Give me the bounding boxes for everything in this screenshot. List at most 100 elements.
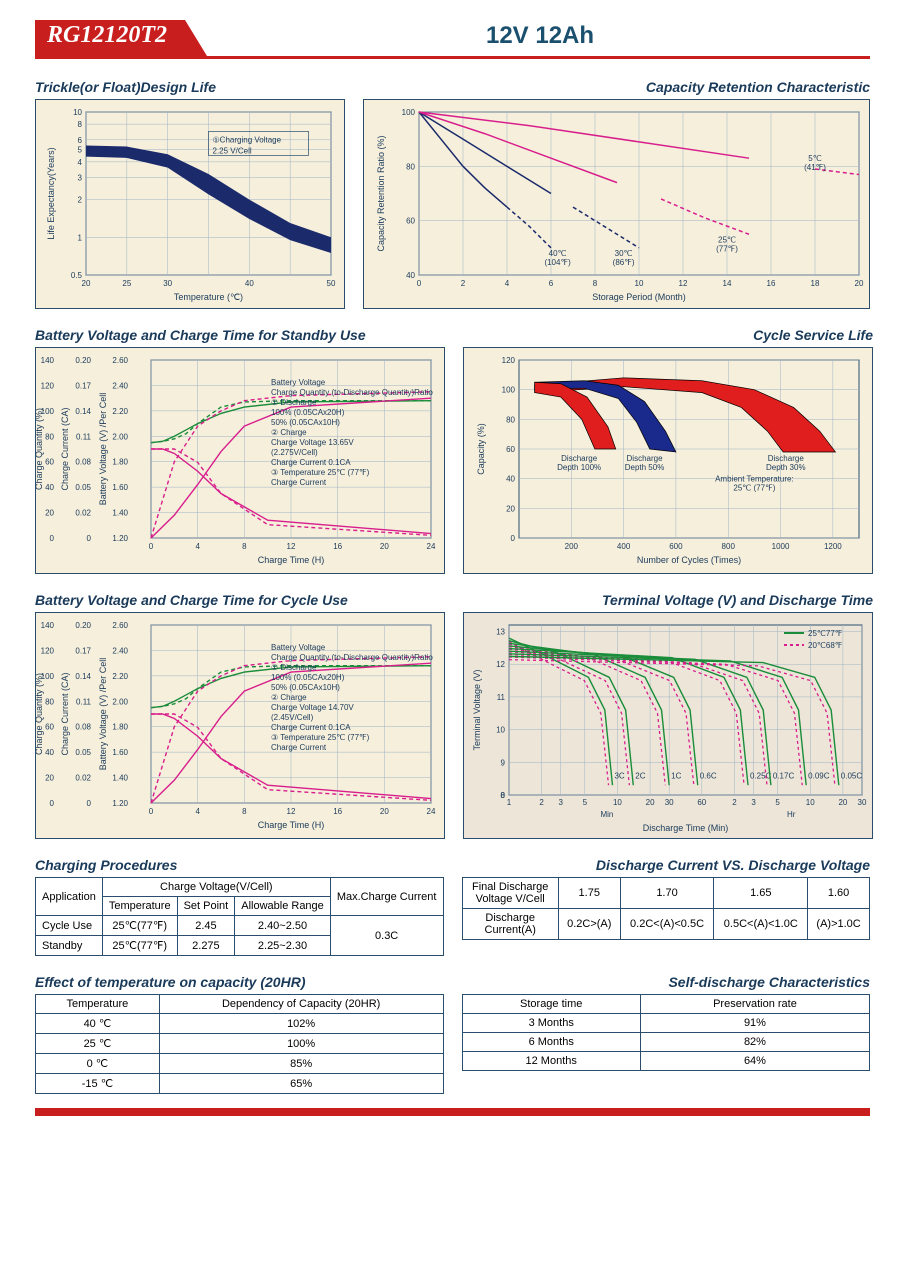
svg-text:20: 20 — [855, 279, 864, 288]
svg-text:2.00: 2.00 — [112, 432, 128, 441]
svg-text:1.40: 1.40 — [112, 509, 128, 518]
svg-text:16: 16 — [767, 279, 776, 288]
svg-text:2: 2 — [78, 196, 83, 205]
svg-text:6: 6 — [549, 279, 554, 288]
svg-text:0.05C: 0.05C — [841, 772, 863, 781]
chart2-title: Capacity Retention Characteristic — [363, 79, 870, 95]
svg-text:Depth 50%: Depth 50% — [625, 463, 665, 472]
svg-text:13: 13 — [496, 628, 505, 637]
svg-text:Hr: Hr — [787, 810, 796, 819]
svg-text:1.60: 1.60 — [112, 483, 128, 492]
svg-text:(104℉): (104℉) — [544, 258, 571, 267]
svg-text:0.08: 0.08 — [75, 458, 91, 467]
tbl-temp-title: Effect of temperature on capacity (20HR) — [35, 974, 444, 990]
svg-text:Discharge: Discharge — [627, 454, 664, 463]
svg-text:Number of Cycles (Times): Number of Cycles (Times) — [637, 555, 741, 565]
svg-text:Charge Current: Charge Current — [271, 478, 327, 487]
chart-cycle-charge: 04812162024001.20200.021.40400.051.60600… — [35, 612, 445, 839]
svg-text:0: 0 — [149, 807, 154, 816]
svg-text:100% (0.05CAx20H): 100% (0.05CAx20H) — [271, 408, 345, 417]
svg-text:120: 120 — [502, 356, 516, 365]
svg-text:30: 30 — [665, 798, 674, 807]
svg-text:Discharge Time (Min): Discharge Time (Min) — [643, 823, 729, 833]
svg-text:5: 5 — [775, 798, 780, 807]
svg-text:0.6C: 0.6C — [700, 772, 717, 781]
svg-text:20: 20 — [82, 279, 91, 288]
chart-standby-charge: 04812162024001.20200.021.40400.051.60600… — [35, 347, 445, 574]
svg-text:12: 12 — [496, 660, 505, 669]
svg-text:40℃: 40℃ — [549, 249, 567, 258]
tbl-discharge-h1: Final Discharge Voltage V/Cell — [462, 878, 558, 909]
svg-text:Battery Voltage: Battery Voltage — [271, 643, 326, 652]
svg-text:3C: 3C — [614, 772, 624, 781]
svg-text:100% (0.05CAx20H): 100% (0.05CAx20H) — [271, 673, 345, 682]
svg-text:2C: 2C — [635, 772, 645, 781]
tbl-charging-title: Charging Procedures — [35, 857, 444, 873]
svg-text:0.14: 0.14 — [75, 407, 91, 416]
svg-text:25℃ (77℉): 25℃ (77℉) — [733, 484, 775, 493]
svg-text:2: 2 — [539, 798, 544, 807]
svg-text:2.00: 2.00 — [112, 697, 128, 706]
svg-text:Terminal Voltage (V): Terminal Voltage (V) — [472, 669, 482, 750]
svg-text:50% (0.05CAx10H): 50% (0.05CAx10H) — [271, 418, 340, 427]
svg-text:(86℉): (86℉) — [613, 258, 635, 267]
svg-text:2: 2 — [461, 279, 466, 288]
svg-text:40: 40 — [506, 475, 515, 484]
chart-trickle-life: 0.51234568102025304050Temperature (℃)Lif… — [35, 99, 345, 309]
svg-text:0.05: 0.05 — [75, 748, 91, 757]
svg-text:② Charge: ② Charge — [271, 428, 307, 437]
svg-text:Charge Current: Charge Current — [271, 743, 327, 752]
table-discharge-current: Final Discharge Voltage V/Cell1.751.701.… — [462, 877, 871, 940]
svg-text:Charge Voltage 14.70V: Charge Voltage 14.70V — [271, 703, 354, 712]
chart-terminal-voltage: 891011121301235102030602351020303C2C1C0.… — [463, 612, 873, 839]
svg-text:2.60: 2.60 — [112, 621, 128, 630]
svg-text:20: 20 — [506, 504, 515, 513]
table-temp-capacity: TemperatureDependency of Capacity (20HR)… — [35, 994, 444, 1094]
svg-text:120: 120 — [41, 646, 55, 655]
svg-text:18: 18 — [811, 279, 820, 288]
svg-text:(2.45V/Cell): (2.45V/Cell) — [271, 713, 314, 722]
svg-text:0.17C: 0.17C — [773, 772, 795, 781]
svg-text:0: 0 — [149, 542, 154, 551]
svg-text:0.11: 0.11 — [76, 432, 92, 441]
svg-text:Depth 30%: Depth 30% — [766, 463, 806, 472]
svg-text:Capacity Retention Ratio (%): Capacity Retention Ratio (%) — [376, 135, 386, 251]
chart-cycle-life: 20040060080010001200020406080100120Disch… — [463, 347, 873, 574]
svg-text:Charge Current (CA): Charge Current (CA) — [60, 672, 70, 755]
svg-text:2.60: 2.60 — [112, 356, 128, 365]
svg-text:800: 800 — [722, 542, 736, 551]
svg-text:Charge Quantity (%): Charge Quantity (%) — [36, 673, 44, 755]
svg-text:140: 140 — [41, 621, 55, 630]
chart6-title: Terminal Voltage (V) and Discharge Time — [463, 592, 873, 608]
svg-text:Battery Voltage: Battery Voltage — [271, 378, 326, 387]
svg-text:400: 400 — [617, 542, 631, 551]
svg-text:1C: 1C — [671, 772, 681, 781]
chart-capacity-retention: 0246810121416182040608010040℃(104℉)30℃(8… — [363, 99, 870, 309]
svg-text:Charge Time (H): Charge Time (H) — [258, 820, 325, 830]
svg-text:0: 0 — [50, 799, 55, 808]
footer-rule — [35, 1108, 870, 1116]
svg-text:2.25 V/Cell: 2.25 V/Cell — [213, 146, 252, 155]
svg-text:4: 4 — [195, 807, 200, 816]
svg-text:60: 60 — [45, 723, 54, 732]
svg-text:Charge Quantity (%): Charge Quantity (%) — [36, 408, 44, 490]
tbl-self-title: Self-discharge Characteristics — [462, 974, 871, 990]
svg-text:30℃: 30℃ — [615, 249, 633, 258]
svg-text:(41℉): (41℉) — [804, 163, 826, 172]
svg-text:1000: 1000 — [772, 542, 790, 551]
svg-text:200: 200 — [565, 542, 579, 551]
svg-text:50: 50 — [327, 279, 336, 288]
chart3-title: Battery Voltage and Charge Time for Stan… — [35, 327, 445, 343]
svg-text:Discharge: Discharge — [561, 454, 598, 463]
svg-text:0: 0 — [87, 534, 92, 543]
svg-text:3: 3 — [78, 174, 83, 183]
svg-text:2.40: 2.40 — [112, 381, 128, 390]
svg-text:Discharge: Discharge — [768, 454, 805, 463]
svg-text:Life Expectancy(Years): Life Expectancy(Years) — [46, 147, 56, 239]
svg-text:20: 20 — [646, 798, 655, 807]
svg-text:0.08: 0.08 — [75, 723, 91, 732]
svg-text:1.40: 1.40 — [112, 774, 128, 783]
svg-text:0.20: 0.20 — [75, 621, 91, 630]
svg-text:25℃77℉: 25℃77℉ — [808, 629, 843, 638]
svg-text:0.17: 0.17 — [75, 381, 91, 390]
